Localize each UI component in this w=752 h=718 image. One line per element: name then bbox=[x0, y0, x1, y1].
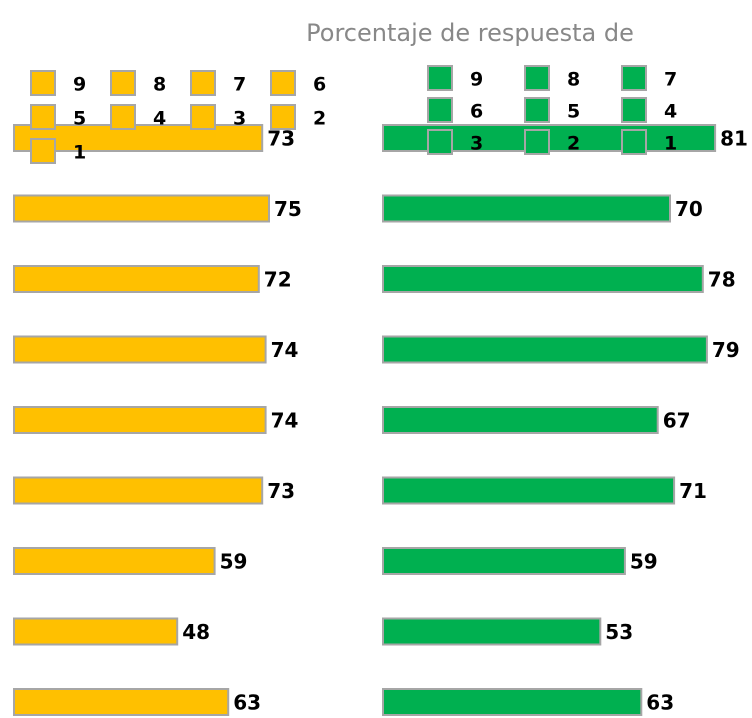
legend-label: 2 bbox=[567, 133, 580, 155]
bar bbox=[13, 476, 264, 505]
legend-label: 7 bbox=[233, 74, 246, 96]
chart-title: Porcentaje de respuesta de bbox=[306, 19, 634, 47]
data-label: 48 bbox=[182, 620, 210, 644]
legend-label: 4 bbox=[153, 108, 166, 130]
legend-swatch bbox=[524, 129, 550, 155]
bar bbox=[382, 335, 708, 364]
data-label: 79 bbox=[712, 338, 740, 362]
bar bbox=[382, 406, 659, 434]
bar bbox=[382, 688, 643, 716]
legend-swatch bbox=[110, 104, 136, 130]
legend-label: 9 bbox=[73, 74, 86, 96]
data-label: 59 bbox=[630, 550, 658, 574]
legend-swatch bbox=[524, 65, 550, 91]
legend-label: 9 bbox=[470, 69, 483, 91]
legend-swatch bbox=[427, 97, 453, 123]
legend-label: 3 bbox=[470, 133, 483, 155]
legend-label: 1 bbox=[664, 133, 677, 155]
legend-label: 6 bbox=[313, 74, 326, 96]
legend-swatch bbox=[621, 129, 647, 155]
data-label: 73 bbox=[267, 479, 295, 503]
legend-swatch bbox=[110, 70, 136, 96]
legend-swatch bbox=[621, 65, 647, 91]
bar bbox=[13, 406, 267, 434]
bar bbox=[13, 688, 230, 716]
legend-swatch bbox=[190, 104, 216, 130]
data-label: 71 bbox=[679, 479, 707, 503]
bar bbox=[382, 194, 671, 223]
legend-swatch bbox=[427, 65, 453, 91]
legend-swatch bbox=[30, 70, 56, 96]
data-label: 70 bbox=[675, 197, 703, 221]
legend-label: 4 bbox=[664, 101, 677, 123]
legend-label: 5 bbox=[73, 108, 86, 130]
data-label: 75 bbox=[274, 197, 302, 221]
legend-swatch bbox=[30, 104, 56, 130]
legend-label: 1 bbox=[73, 142, 86, 164]
legend-swatch bbox=[270, 104, 296, 130]
data-label: 59 bbox=[220, 550, 248, 574]
legend-swatch bbox=[270, 70, 296, 96]
bar bbox=[382, 476, 676, 505]
data-label: 74 bbox=[271, 338, 299, 362]
legend-label: 2 bbox=[313, 108, 326, 130]
data-label: 53 bbox=[605, 620, 633, 644]
legend-swatch bbox=[427, 129, 453, 155]
data-label: 63 bbox=[646, 691, 674, 715]
bar bbox=[13, 547, 216, 575]
data-label: 73 bbox=[267, 127, 295, 151]
data-label: 72 bbox=[264, 268, 292, 292]
legend-label: 8 bbox=[153, 74, 166, 96]
legend-label: 8 bbox=[567, 69, 580, 91]
legend-label: 7 bbox=[664, 69, 677, 91]
legend-swatch bbox=[621, 97, 647, 123]
data-label: 63 bbox=[233, 691, 261, 715]
bar bbox=[13, 265, 260, 293]
legend-swatch bbox=[524, 97, 550, 123]
data-label: 74 bbox=[271, 409, 299, 433]
data-label: 81 bbox=[720, 127, 748, 151]
data-label: 78 bbox=[708, 268, 736, 292]
bar bbox=[382, 265, 704, 293]
legend-swatch bbox=[30, 138, 56, 164]
bar bbox=[13, 617, 179, 646]
bar bbox=[382, 547, 626, 575]
bar bbox=[382, 617, 602, 646]
bar bbox=[13, 194, 270, 223]
legend-label: 5 bbox=[567, 101, 580, 123]
legend-label: 3 bbox=[233, 108, 246, 130]
bar bbox=[13, 335, 267, 364]
legend-swatch bbox=[190, 70, 216, 96]
data-label: 67 bbox=[663, 409, 691, 433]
legend-label: 6 bbox=[470, 101, 483, 123]
